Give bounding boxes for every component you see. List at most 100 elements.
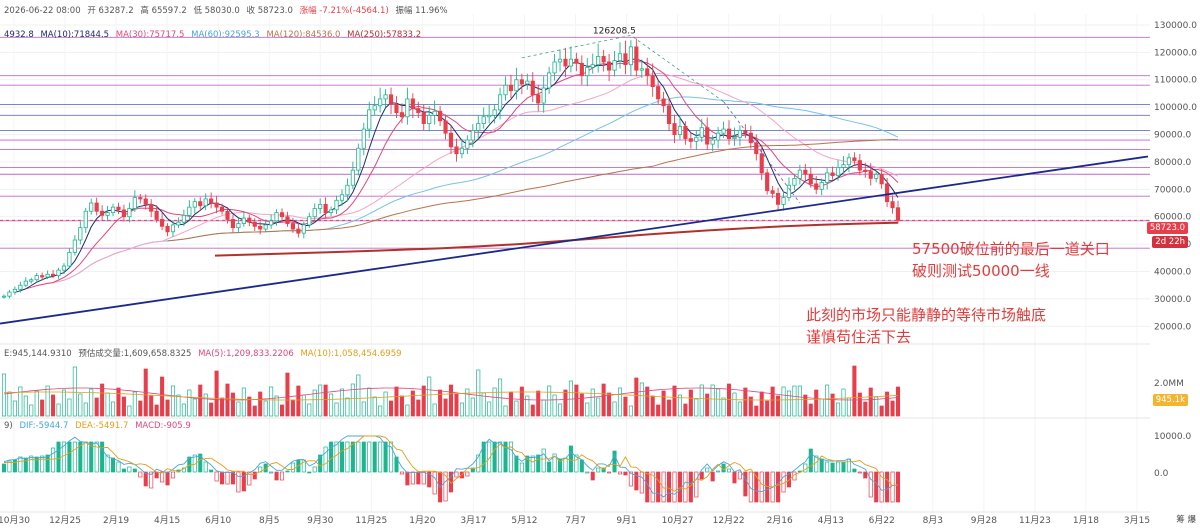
candle-body [890,201,895,209]
macd-bar [825,461,830,473]
volume-bar [634,377,639,417]
candle-body [7,291,12,297]
macd-bar [803,463,808,473]
volume-bar [78,393,83,417]
candle-body [421,112,426,124]
volume-bar [214,370,219,417]
support-trendline [0,155,1149,325]
volume-bar [585,402,590,417]
candle-body [138,197,143,200]
volume-bar [416,399,421,417]
macd-dif-line [3,435,899,498]
macd-bar [585,471,590,474]
candle-body [514,79,519,92]
volume-tag: 945.1k [1152,394,1188,406]
bar-open: 开 63287.2 [87,6,134,16]
macd-bar [285,470,290,473]
volume-bar [345,397,350,417]
candle-body [710,139,715,145]
candle-body [432,110,437,116]
candle-body [279,212,285,218]
settings-icons[interactable]: 筹 爆 [1176,515,1196,525]
candle-body [634,46,639,71]
macd-bar [519,462,524,473]
macd-bar [492,441,497,473]
volume-bar [830,393,835,417]
volume-bar [574,384,579,417]
volume-bar [726,383,732,417]
macd-bar [383,441,388,473]
candle-body [765,172,770,192]
macd-bar [890,471,895,503]
candle-body [339,194,345,201]
volume-bar [176,394,181,417]
candle-body [192,201,197,208]
macd-bar [863,471,868,479]
candle-body [94,202,99,212]
candle-body [650,75,655,87]
volume-bar [192,398,197,417]
volume-bar [285,372,290,417]
macd-bar [781,471,786,493]
macd-bar [667,471,672,503]
macd-bar [852,468,857,473]
candle-body [149,203,154,212]
volume-tick-label: 2.0MM [1154,379,1184,389]
candle-body [372,105,377,111]
macd-bar [410,471,415,485]
volume-bar [487,401,492,417]
time-tick-label: 3月17 [460,515,486,526]
candle-body [541,87,546,104]
candle-body [775,193,781,205]
macd-bar [808,448,813,473]
volume-bar [863,401,868,417]
ma120-value: MA(120):84536.0 [266,30,341,40]
macd-bar [389,441,394,473]
candle-body [61,265,67,271]
candle-body [841,164,846,168]
macd-bar [846,458,851,473]
volume-bar [568,380,573,417]
candle-body [716,132,721,141]
annotation-line-4: 谨慎苟住活下去 [806,328,912,346]
macd-bar [372,441,377,473]
macd-bar [716,470,721,473]
volume-bar [699,384,704,417]
volume-bar [138,400,143,417]
candle-body [628,46,633,66]
macd-bar [143,471,148,487]
volume-bar [301,394,306,417]
volume-bar [656,404,661,417]
macd-bar [29,455,34,473]
candle-body [285,216,290,224]
volume-bar [694,398,699,417]
volume-bar [470,397,475,417]
volume-bar [307,403,312,417]
macd-tick-label: 0.0 [1154,469,1169,479]
volume-bar [127,405,132,417]
candle-body [230,219,236,229]
candle-body [552,61,557,74]
volume-bar [890,400,895,417]
candle-body [661,98,666,107]
volume-bar [765,400,770,417]
macd-bar [432,471,437,495]
macd-bar [661,471,666,503]
macd-bar [279,471,285,481]
candle-body [318,203,323,209]
time-tick-label: 2月19 [103,515,129,526]
candle-body [487,114,492,118]
volume-bar [389,400,394,417]
macd-bar [786,471,792,488]
time-tick-label: 3月15 [1124,515,1150,526]
candle-body [885,183,890,203]
macd-bar [51,447,56,473]
volume-bar [323,384,328,417]
volume-bar [672,385,677,417]
volume-bar [492,387,497,417]
macd-bar [590,471,595,481]
candle-body [203,198,208,207]
volume-bar [290,399,295,417]
macd-bar [639,471,644,494]
